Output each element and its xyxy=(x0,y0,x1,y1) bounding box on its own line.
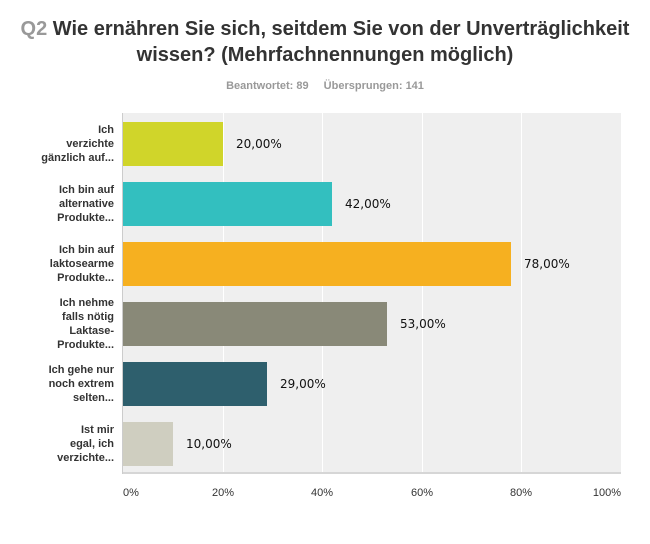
x-tick-label: 0% xyxy=(123,487,139,499)
category-label: Ich bin auf alternative Produkte... xyxy=(57,184,114,224)
bar-value-label: 53,00% xyxy=(400,317,446,331)
category-label: Ist mir egal, ich verzichte... xyxy=(57,424,114,464)
bar-value-label: 42,00% xyxy=(345,197,391,211)
category-label: Ich bin auf laktosearme Produkte... xyxy=(49,244,114,284)
x-tick-label: 100% xyxy=(592,487,621,499)
category-label: Ich verzichte gänzlich auf... xyxy=(41,124,114,164)
x-tick-label: 60% xyxy=(410,487,434,499)
response-stats: Beantwortet: 89 Übersprungen: 141 xyxy=(0,80,650,92)
gridline xyxy=(322,113,323,472)
bar-value-label: 78,00% xyxy=(524,257,570,271)
chart-title: Q2 Wie ernähren Sie sich, seitdem Sie vo… xyxy=(0,16,650,68)
bar-value-label: 20,00% xyxy=(236,137,282,151)
category-label: Ich gehe nur noch extrem selten... xyxy=(48,364,114,404)
y-axis-line xyxy=(122,113,123,474)
question-number: Q2 xyxy=(20,18,48,40)
bar-value-label: 10,00% xyxy=(186,437,232,451)
bar[interactable] xyxy=(123,362,267,406)
gridline xyxy=(223,113,224,472)
bar[interactable] xyxy=(123,422,173,466)
x-tick-label: 80% xyxy=(509,487,533,499)
bar[interactable] xyxy=(123,182,332,226)
answered-count: Beantwortet: 89 xyxy=(226,80,309,92)
bar-value-label: 29,00% xyxy=(280,377,326,391)
category-label: Ich nehme falls nötig Laktase- Produkte.… xyxy=(57,297,114,351)
skipped-count: Übersprungen: 141 xyxy=(323,80,424,92)
x-tick-label: 40% xyxy=(310,487,334,499)
x-tick-label: 20% xyxy=(211,487,235,499)
x-axis-line xyxy=(123,472,621,474)
gridline xyxy=(422,113,423,472)
bar[interactable] xyxy=(123,302,387,346)
plot-area xyxy=(123,113,621,473)
bar[interactable] xyxy=(123,242,511,286)
bar[interactable] xyxy=(123,122,223,166)
question-text: Wie ernähren Sie sich, seitdem Sie von d… xyxy=(52,18,630,66)
gridline xyxy=(521,113,522,472)
